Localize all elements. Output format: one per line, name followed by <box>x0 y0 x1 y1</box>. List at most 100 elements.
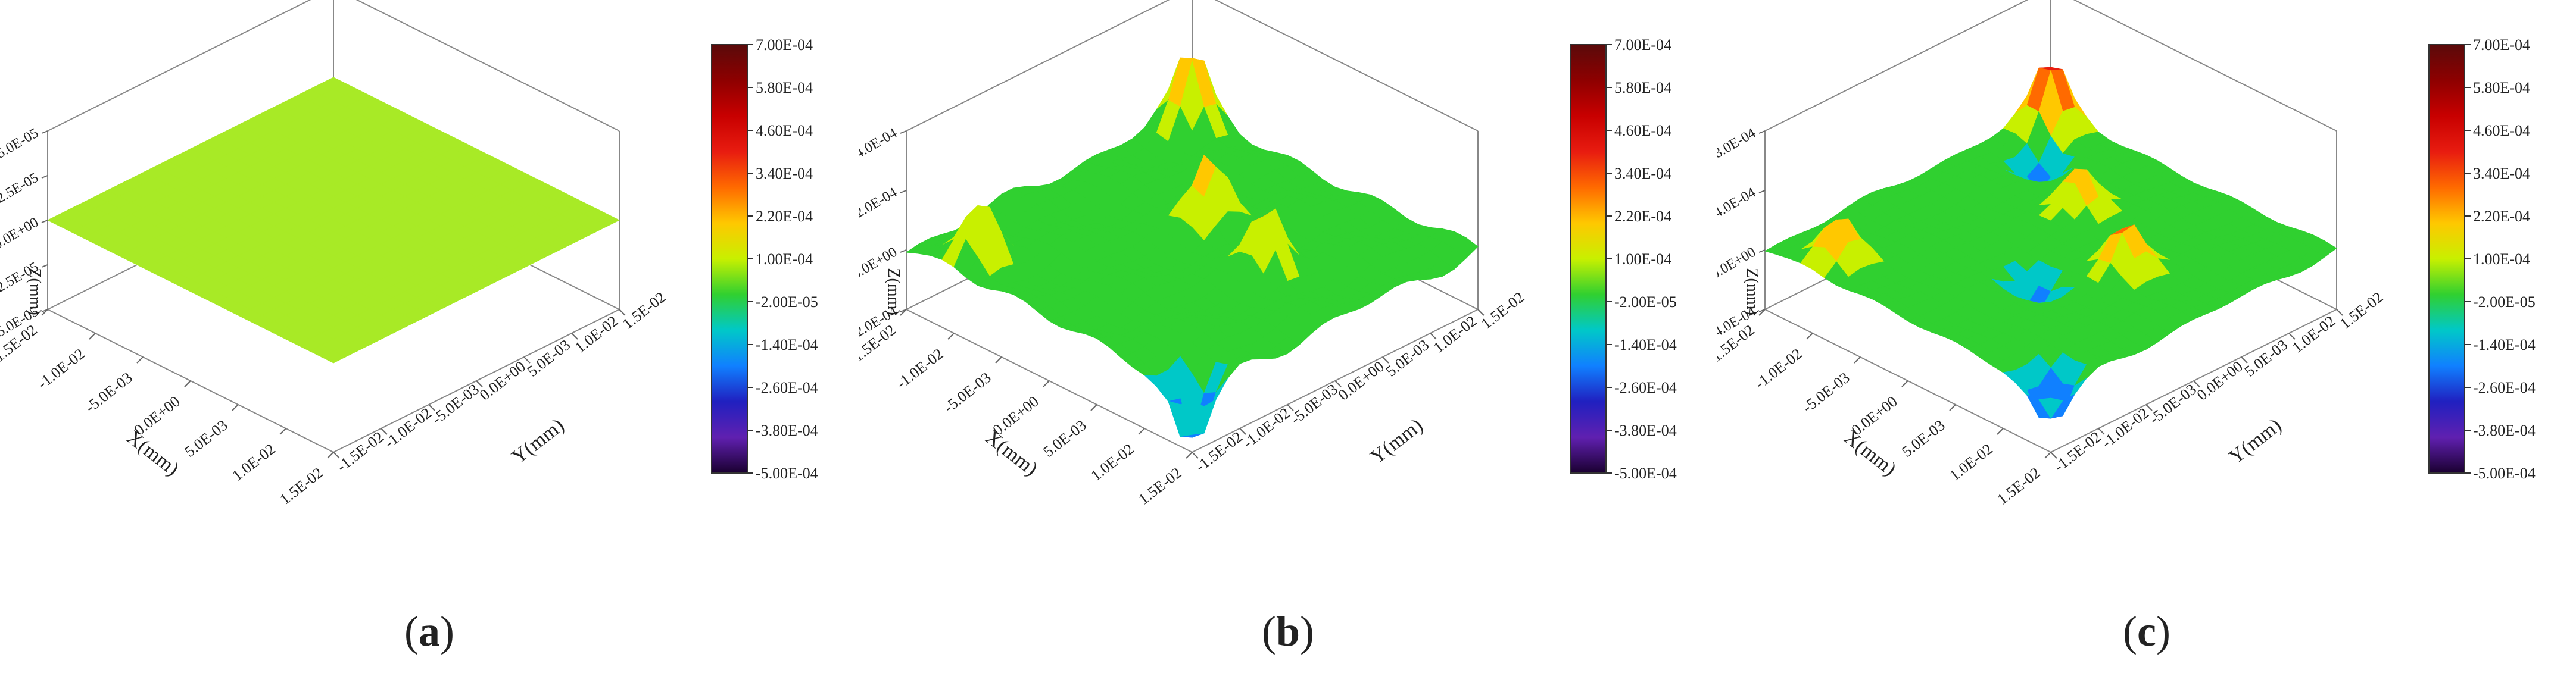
box-edge <box>1214 0 1479 132</box>
x-tick-label: 1.5E-02 <box>1135 464 1184 508</box>
y-tick <box>1239 428 1246 435</box>
y-tick <box>523 356 531 364</box>
z-tick <box>1758 190 1766 193</box>
y-tick <box>2050 452 2057 459</box>
colorbar-tick-label: -5.00E-04 <box>756 465 818 482</box>
y-tick <box>619 309 626 316</box>
colorbar-tick-label: -2.60E-04 <box>2473 379 2536 396</box>
y-tick <box>2193 380 2200 387</box>
x-tick <box>89 333 96 340</box>
surface <box>905 57 1479 439</box>
y-tick-label: 1.5E-02 <box>1478 289 1527 333</box>
colorbar-tick-label: 4.60E-04 <box>1614 122 1671 139</box>
x-tick <box>1901 380 1908 387</box>
y-tick <box>2098 428 2105 435</box>
y-tick-label: -1.5E-02 <box>1192 428 1246 475</box>
box-edge <box>47 0 311 132</box>
colorbar-tick-label: 4.60E-04 <box>2473 122 2530 139</box>
y-tick <box>2288 333 2296 340</box>
y-tick <box>1477 309 1485 316</box>
colorbar-tick-label: -2.60E-04 <box>1614 379 1677 396</box>
colorbar-tick-label: 1.00E-04 <box>2473 251 2530 268</box>
colorbar <box>711 44 748 474</box>
x-tick <box>947 333 955 340</box>
y-tick <box>2241 356 2248 364</box>
x-tick <box>136 356 144 364</box>
x-tick <box>1090 404 1097 411</box>
surface <box>47 77 620 364</box>
colorbar-tick-label: 5.80E-04 <box>2473 79 2530 96</box>
y-tick <box>333 452 340 459</box>
x-tick-label: 1.5E-02 <box>276 464 326 508</box>
z-tick <box>1758 130 1766 134</box>
colorbar-tick-label: 2.20E-04 <box>2473 208 2530 225</box>
x-tick-label: -1.0E-02 <box>1752 345 1805 392</box>
y-tick-label: 0.0E+00 <box>1335 358 1387 404</box>
x-tick-label: -5.0E-03 <box>941 369 994 416</box>
x-tick <box>1949 404 1956 411</box>
box-edge <box>906 0 1170 132</box>
z-tick-label: 8.0E-04 <box>1717 126 1758 162</box>
colorbar-tick-label: 7.00E-04 <box>1614 36 1671 54</box>
colorbar-tick-label: 5.80E-04 <box>756 79 813 96</box>
z-tick <box>41 309 48 312</box>
y-tick <box>1382 356 1389 364</box>
colorbar <box>2428 44 2465 474</box>
z-tick <box>41 264 48 268</box>
box-edge <box>1764 0 2029 132</box>
z-tick <box>900 190 907 193</box>
y-tick <box>381 428 388 435</box>
x-tick <box>232 404 239 411</box>
y-tick-label: 1.5E-02 <box>2337 289 2386 333</box>
z-tick-label: 5.0E-05 <box>0 126 41 162</box>
panel-a: -1.5E-02 -1.0E-02 -5.0E-03 0.0E+00 5.0E-03 1.… <box>0 0 859 673</box>
z-tick <box>41 175 48 179</box>
y-tick-label: 0.0E+00 <box>2194 358 2246 404</box>
box-edge <box>355 0 620 132</box>
z-tick <box>900 309 907 312</box>
colorbar-tick-label: -1.40E-04 <box>2473 336 2536 353</box>
x-tick-label: 1.0E-02 <box>229 440 278 484</box>
colorbar-tick-label: 2.20E-04 <box>1614 208 1671 225</box>
y-tick-label: -1.5E-02 <box>333 428 387 475</box>
colorbar-tick-label: -2.60E-04 <box>756 379 818 396</box>
y-tick-label: -5.0E-03 <box>2146 380 2200 427</box>
z-tick <box>41 220 48 223</box>
box-edge <box>2073 0 2337 132</box>
x-axis-label: X(mm) <box>981 426 1042 480</box>
y-tick-label: 1.0E-02 <box>572 312 621 356</box>
colorbar-tick-label: 3.40E-04 <box>756 165 813 182</box>
colorbar-tick-label: -5.00E-04 <box>2473 465 2536 482</box>
y-tick-label: -1.5E-02 <box>2051 428 2104 475</box>
z-tick-label: 2.0E-04 <box>859 185 900 221</box>
x-tick <box>279 428 286 435</box>
colorbar-tick-label: 7.00E-04 <box>756 36 813 54</box>
z-axis-label: Z(mm) <box>884 268 903 315</box>
x-tick-label: 5.0E-03 <box>1898 417 1948 461</box>
x-axis-label: X(mm) <box>123 426 183 480</box>
z-tick <box>1758 309 1766 312</box>
z-tick-label: 4.0E-04 <box>1717 185 1758 221</box>
caption-c: (c) <box>2123 608 2170 655</box>
x-tick <box>1854 356 1861 364</box>
x-tick-label: 5.0E-03 <box>181 417 230 461</box>
z-axis-label: Z(mm) <box>1743 268 1761 315</box>
plot-area: -1.5E-02-1.0E-02-5.0E-030.0E+005.0E-031.… <box>1717 0 2386 508</box>
caption-b: (b) <box>1261 608 1314 655</box>
x-tick <box>2044 452 2051 459</box>
colorbar-tick-label: 1.00E-04 <box>756 251 813 268</box>
y-tick <box>476 380 483 387</box>
colorbar-tick-label: 5.80E-04 <box>1614 79 1671 96</box>
surface-plot-c: -1.5E-02-1.0E-02-5.0E-030.0E+005.0E-031.… <box>1717 0 2536 508</box>
x-tick-label: -5.0E-03 <box>1800 369 1853 416</box>
surface-plot-b: -1.5E-02-1.0E-02-5.0E-030.0E+005.0E-031.… <box>859 0 1677 508</box>
y-tick <box>1287 404 1294 411</box>
y-tick <box>2336 309 2343 316</box>
z-tick <box>900 249 907 253</box>
surface-patch <box>1180 400 1205 436</box>
y-tick-label: 0.0E+00 <box>476 358 529 404</box>
z-tick <box>1758 249 1766 253</box>
colorbar-tick-label: 7.00E-04 <box>2473 36 2530 54</box>
y-axis-label: Y(mm) <box>508 414 569 468</box>
panel-c: -1.5E-02 -1.0E-02 -5.0E-03 0.0E+00 5.0E-03 1.… <box>1717 0 2576 673</box>
